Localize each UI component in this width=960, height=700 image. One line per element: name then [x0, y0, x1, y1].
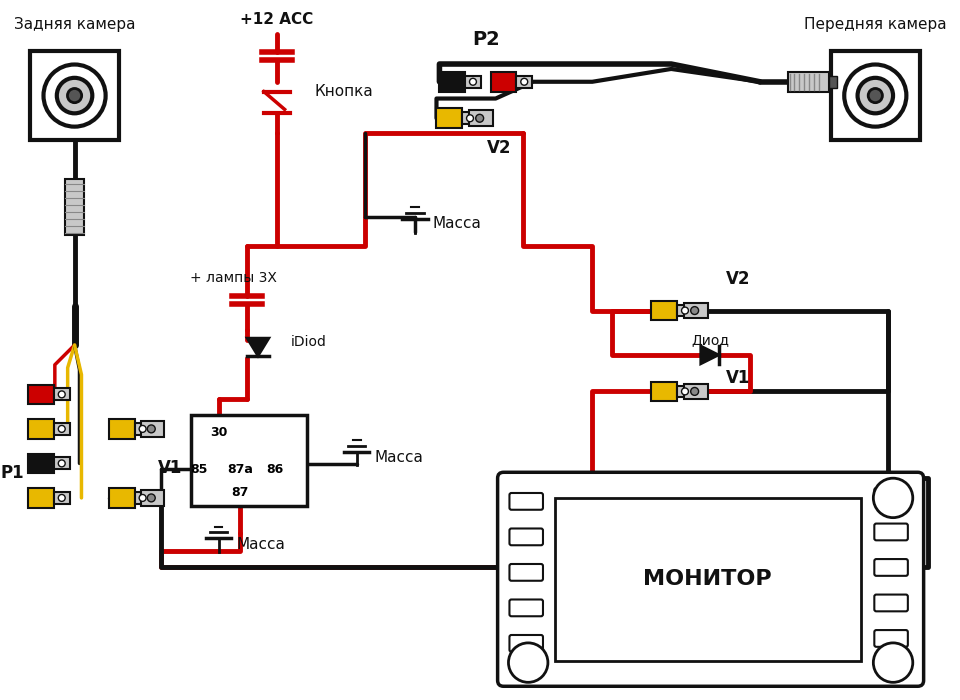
Circle shape: [147, 494, 156, 502]
Bar: [28, 488, 54, 508]
Circle shape: [147, 425, 156, 433]
Bar: [684, 302, 708, 318]
Text: Передняя камера: Передняя камера: [804, 17, 947, 32]
FancyBboxPatch shape: [497, 473, 924, 686]
Text: iDiod: iDiod: [291, 335, 326, 349]
Text: 87: 87: [231, 486, 249, 498]
Bar: [109, 488, 134, 508]
Circle shape: [868, 88, 882, 103]
Bar: [469, 111, 492, 126]
FancyBboxPatch shape: [875, 594, 908, 611]
Text: Задняя камера: Задняя камера: [13, 17, 135, 32]
Bar: [652, 382, 677, 401]
Text: + лампы 3Х: + лампы 3Х: [190, 271, 276, 285]
Circle shape: [139, 494, 146, 501]
Circle shape: [467, 115, 473, 122]
Text: V1: V1: [726, 369, 751, 386]
Bar: [652, 301, 677, 321]
Bar: [134, 492, 151, 504]
Bar: [491, 72, 516, 92]
Text: V1: V1: [158, 459, 182, 477]
Circle shape: [139, 426, 146, 433]
Bar: [555, 498, 860, 661]
FancyBboxPatch shape: [875, 559, 908, 576]
Circle shape: [857, 78, 893, 113]
Bar: [64, 179, 84, 235]
Bar: [191, 415, 307, 506]
FancyBboxPatch shape: [510, 493, 543, 510]
Text: V2: V2: [726, 270, 751, 288]
FancyBboxPatch shape: [510, 528, 543, 545]
Text: P1: P1: [1, 464, 24, 482]
Text: Диод: Диод: [691, 333, 730, 347]
Circle shape: [690, 388, 699, 395]
Text: МОНИТОР: МОНИТОР: [643, 569, 772, 589]
Text: Масса: Масса: [374, 450, 423, 465]
Bar: [465, 76, 481, 88]
FancyBboxPatch shape: [510, 564, 543, 581]
FancyBboxPatch shape: [875, 524, 908, 540]
Circle shape: [57, 78, 92, 113]
Polygon shape: [247, 338, 269, 356]
Text: P2: P2: [472, 30, 499, 49]
Circle shape: [844, 64, 906, 127]
FancyBboxPatch shape: [875, 630, 908, 647]
Text: Масса: Масса: [433, 216, 481, 231]
Circle shape: [874, 478, 913, 517]
Bar: [30, 51, 119, 140]
FancyBboxPatch shape: [510, 635, 543, 652]
Bar: [140, 490, 164, 506]
Bar: [677, 304, 693, 316]
Bar: [54, 492, 70, 504]
Text: +12 ACC: +12 ACC: [240, 12, 313, 27]
Circle shape: [690, 307, 699, 314]
Bar: [28, 454, 54, 473]
Bar: [516, 76, 532, 88]
Bar: [787, 72, 829, 92]
Text: 85: 85: [190, 463, 207, 476]
Bar: [831, 51, 920, 140]
Bar: [140, 421, 164, 437]
Circle shape: [520, 78, 528, 85]
Circle shape: [476, 114, 484, 122]
Polygon shape: [701, 346, 718, 364]
Bar: [134, 423, 151, 435]
Bar: [28, 384, 54, 404]
Text: Масса: Масса: [236, 537, 285, 552]
Text: Кнопка: Кнопка: [314, 84, 372, 99]
Bar: [440, 72, 465, 92]
Text: 87a: 87a: [228, 463, 253, 476]
Circle shape: [682, 307, 688, 314]
Circle shape: [509, 643, 548, 682]
Bar: [684, 384, 708, 399]
Circle shape: [59, 426, 65, 433]
Circle shape: [59, 460, 65, 467]
FancyBboxPatch shape: [510, 599, 543, 616]
Circle shape: [874, 643, 913, 682]
Circle shape: [469, 78, 476, 85]
Bar: [677, 386, 693, 398]
Bar: [54, 423, 70, 435]
Bar: [54, 458, 70, 469]
Text: V2: V2: [488, 139, 512, 157]
Bar: [54, 389, 70, 400]
Circle shape: [59, 391, 65, 398]
Circle shape: [43, 64, 106, 127]
Circle shape: [67, 88, 82, 103]
Bar: [28, 419, 54, 439]
Circle shape: [59, 494, 65, 501]
Text: 86: 86: [266, 463, 283, 476]
Bar: [109, 419, 134, 439]
Bar: [829, 76, 837, 88]
Circle shape: [682, 388, 688, 395]
Bar: [462, 112, 478, 124]
Text: 30: 30: [210, 426, 228, 440]
Bar: [437, 108, 462, 128]
FancyBboxPatch shape: [875, 488, 908, 505]
